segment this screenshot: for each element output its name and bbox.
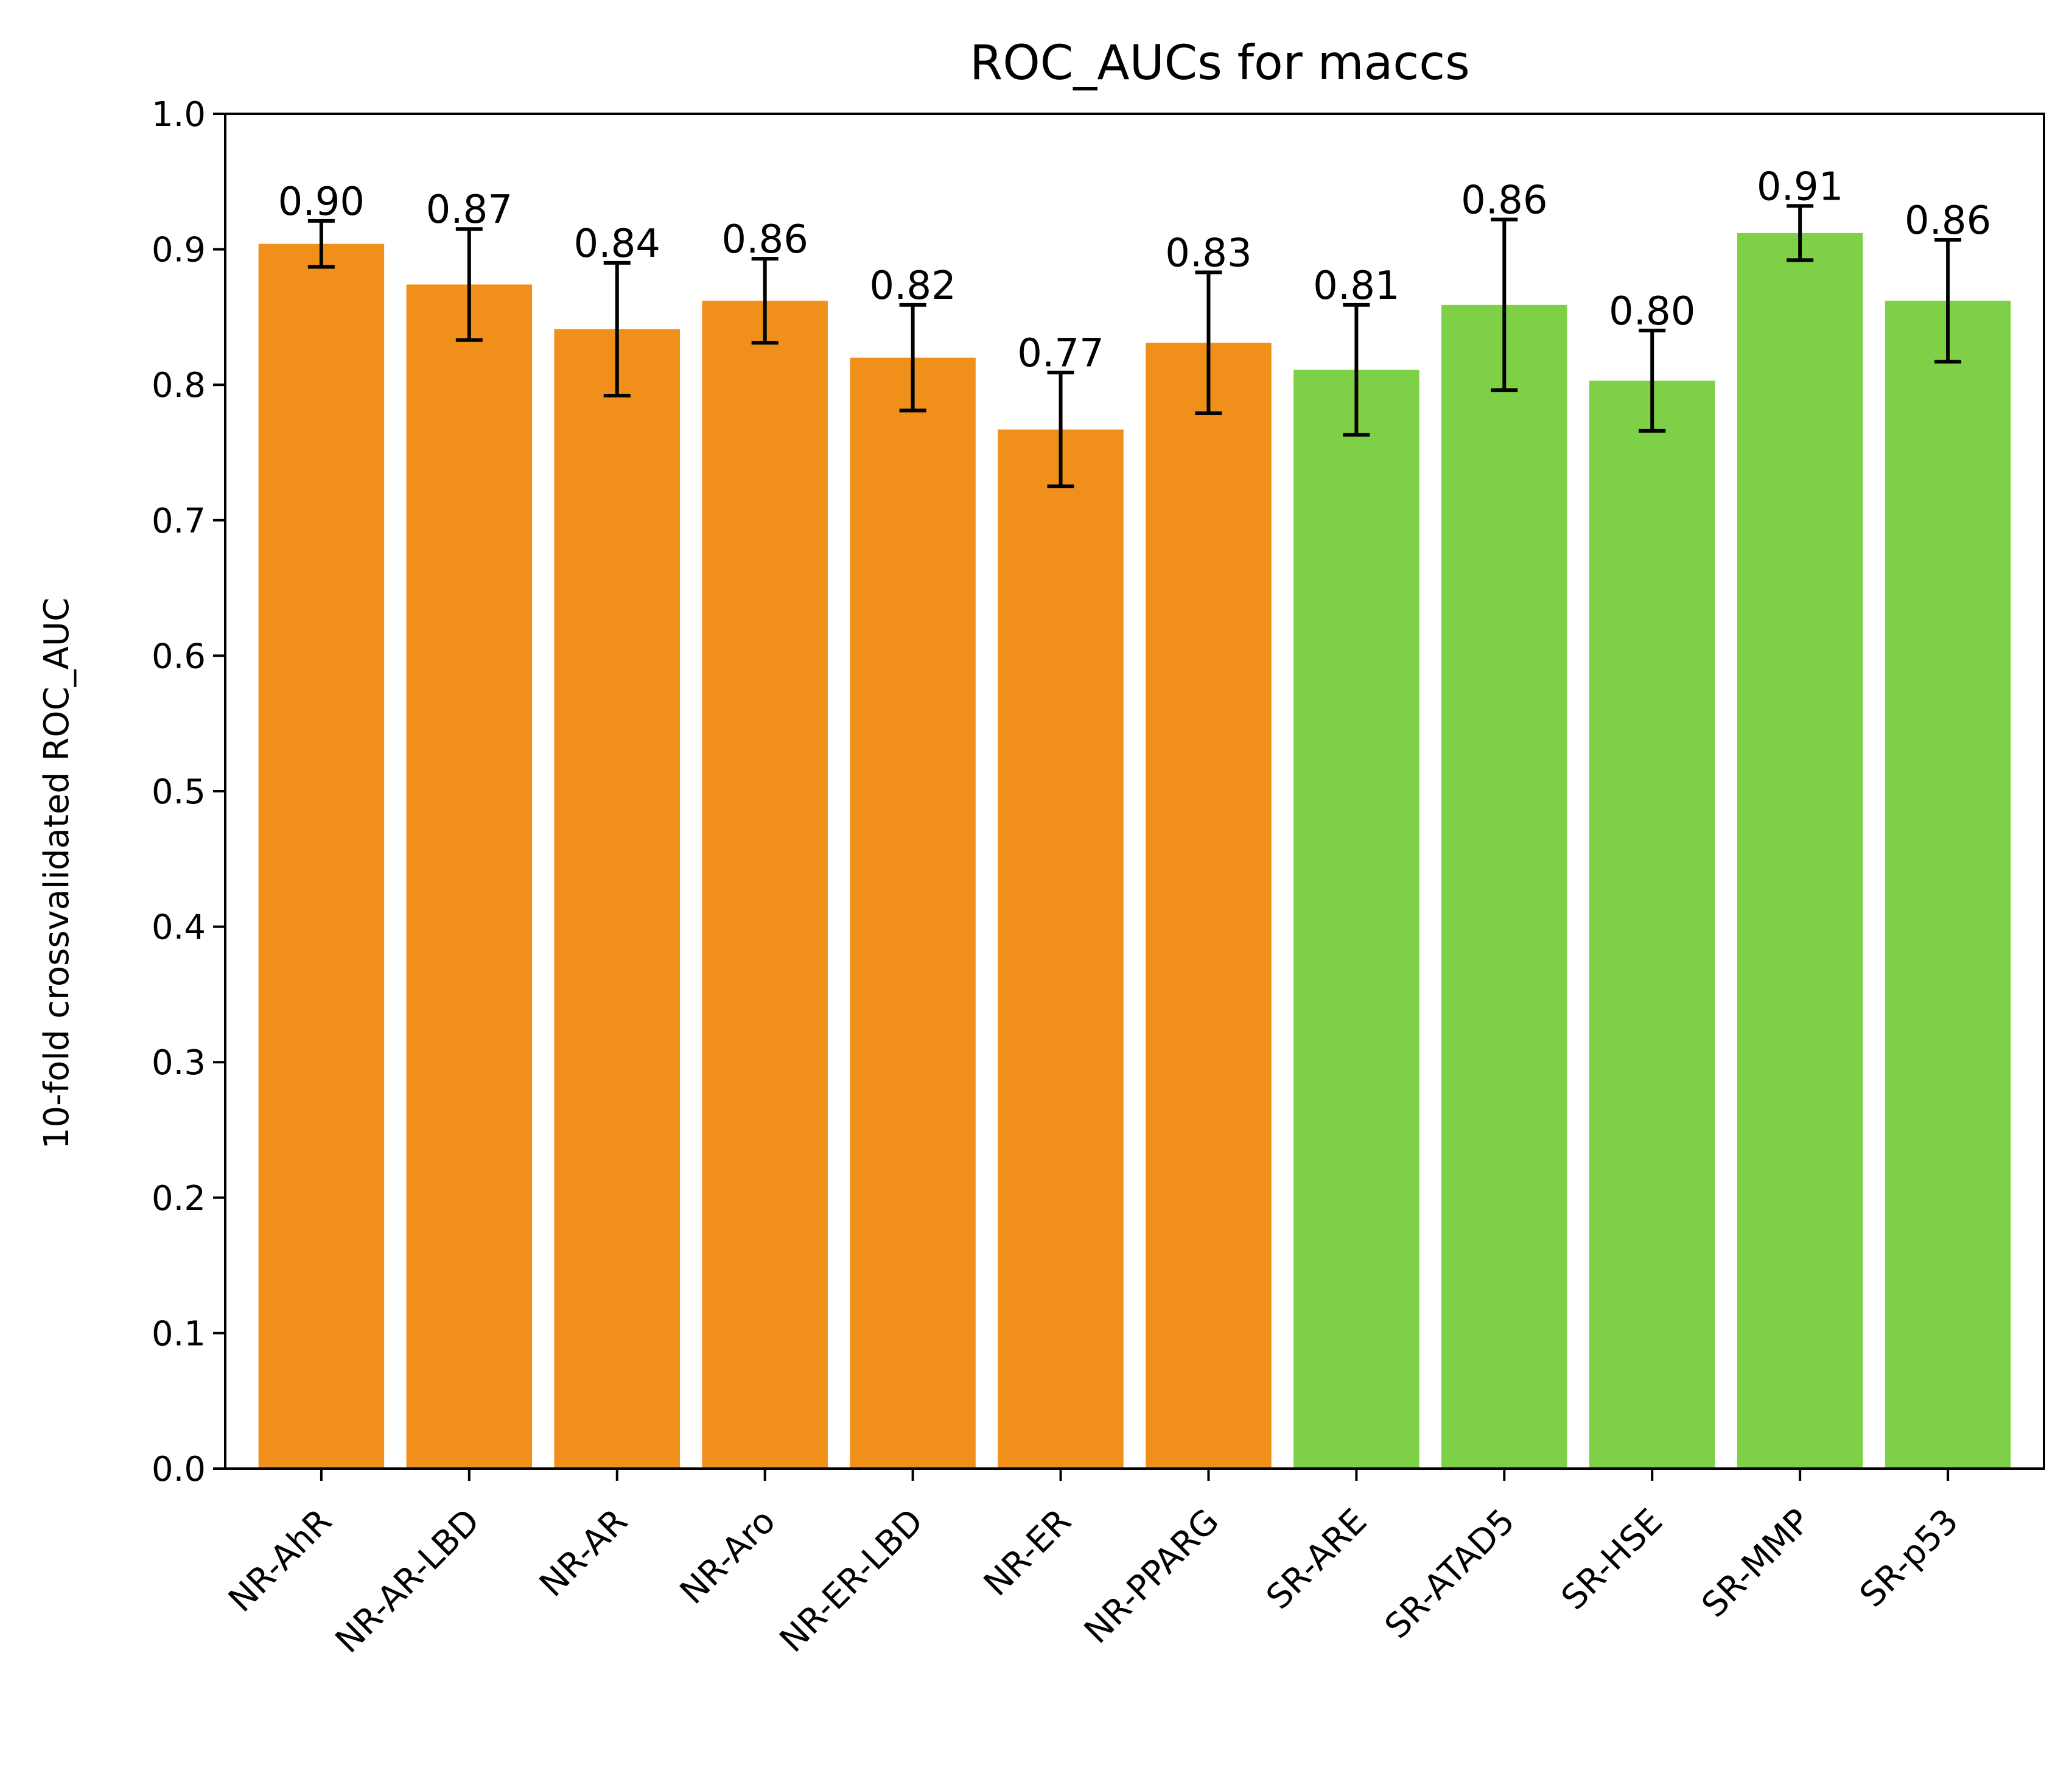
x-tick-label-SR-ARE: SR-ARE xyxy=(1259,1501,1374,1617)
x-tick-label-SR-HSE: SR-HSE xyxy=(1554,1501,1670,1618)
x-tick-label-NR-ER: NR-ER xyxy=(976,1501,1079,1604)
plot-frame xyxy=(224,113,2045,1470)
bar-NR-AR-LBD xyxy=(406,284,533,1469)
x-tick-label-NR-PPARG: NR-PPARG xyxy=(1077,1501,1227,1651)
y-axis: 0.0 0.1 0.2 0.3 0.4 0.5 0.6 0.7 0.8 0.9 1.0 xyxy=(152,95,225,1489)
error-bar-NR-Aro xyxy=(751,257,779,345)
error-bar-SR-ARE xyxy=(1343,302,1370,437)
data-label-NR-AR-LBD: 0.87 xyxy=(426,187,513,232)
y-tick-label: 0.0 xyxy=(152,1450,206,1489)
data-label-NR-PPARG: 0.83 xyxy=(1165,231,1252,276)
x-tick-label-SR-ATAD5: SR-ATAD5 xyxy=(1377,1501,1522,1646)
x-tick-label-SR-MMP: SR-MMP xyxy=(1695,1501,1819,1626)
y-tick-label: 0.8 xyxy=(152,366,206,405)
data-label-SR-ATAD5: 0.86 xyxy=(1461,178,1548,223)
x-tick-label-SR-p53: SR-p53 xyxy=(1852,1501,1966,1615)
bar-NR-ER xyxy=(998,429,1124,1469)
y-tick-label: 0.1 xyxy=(152,1314,206,1354)
x-tick-label-NR-Aro: NR-Aro xyxy=(673,1501,783,1612)
data-label-NR-ER-LBD: 0.82 xyxy=(869,264,956,309)
data-label-NR-ER: 0.77 xyxy=(1017,331,1104,376)
data-label-NR-AR: 0.84 xyxy=(574,222,661,267)
y-tick-label: 0.5 xyxy=(152,772,206,812)
error-bar-NR-ER xyxy=(1047,371,1074,489)
x-tick-label-NR-ER-LBD: NR-ER-LBD xyxy=(772,1501,931,1660)
y-axis-label: 10-fold crossvalidated ROC_AUC xyxy=(37,598,77,1149)
data-label-SR-p53: 0.86 xyxy=(1905,198,1992,243)
y-tick-label: 0.7 xyxy=(152,502,206,541)
data-label-NR-Aro: 0.86 xyxy=(721,217,808,262)
data-label-NR-AhR: 0.90 xyxy=(278,180,365,225)
bar-SR-MMP xyxy=(1737,232,1863,1469)
bar-SR-ARE xyxy=(1293,369,1419,1469)
error-bar-SR-MMP xyxy=(1787,204,1814,262)
x-tick-label-NR-AhR: NR-AhR xyxy=(221,1501,340,1620)
error-bar-NR-AR xyxy=(603,260,631,398)
bars-group xyxy=(258,232,2011,1469)
error-bars-group xyxy=(307,204,1962,489)
bar-SR-ATAD5 xyxy=(1441,304,1567,1469)
data-label-SR-ARE: 0.81 xyxy=(1313,264,1400,309)
error-bar-SR-HSE xyxy=(1639,329,1666,433)
bar-NR-Aro xyxy=(702,301,828,1469)
error-bar-NR-AhR xyxy=(307,218,335,269)
y-tick-label: 0.2 xyxy=(152,1179,206,1218)
error-bar-NR-ER-LBD xyxy=(899,302,926,413)
y-tick-label: 0.9 xyxy=(152,231,206,270)
y-tick-label: 1.0 xyxy=(152,95,206,135)
error-bar-SR-ATAD5 xyxy=(1491,217,1518,393)
chart-title: ROC_AUCs for maccs xyxy=(970,36,1470,91)
bar-SR-p53 xyxy=(1885,301,2011,1469)
bar-NR-AhR xyxy=(258,243,385,1469)
error-bar-NR-AR-LBD xyxy=(455,227,483,342)
bar-SR-HSE xyxy=(1589,380,1715,1469)
error-bar-NR-PPARG xyxy=(1195,270,1222,415)
x-tick-label-NR-AR: NR-AR xyxy=(532,1501,635,1605)
data-label-SR-MMP: 0.91 xyxy=(1757,164,1844,209)
y-tick-label: 0.3 xyxy=(152,1043,206,1083)
data-label-SR-HSE: 0.80 xyxy=(1609,289,1696,334)
y-tick-label: 0.6 xyxy=(152,637,206,676)
bar-NR-PPARG xyxy=(1146,343,1272,1469)
data-labels-group: 0.90 0.87 0.84 0.86 0.82 0.77 0.83 0.81 0.86 0.80… xyxy=(278,164,1992,376)
bar-NR-ER-LBD xyxy=(850,357,976,1469)
x-tick-label-NR-AR-LBD: NR-AR-LBD xyxy=(328,1501,488,1661)
bar-NR-AR xyxy=(554,329,680,1469)
y-tick-label: 0.4 xyxy=(152,908,206,948)
error-bar-SR-p53 xyxy=(1934,238,1962,364)
